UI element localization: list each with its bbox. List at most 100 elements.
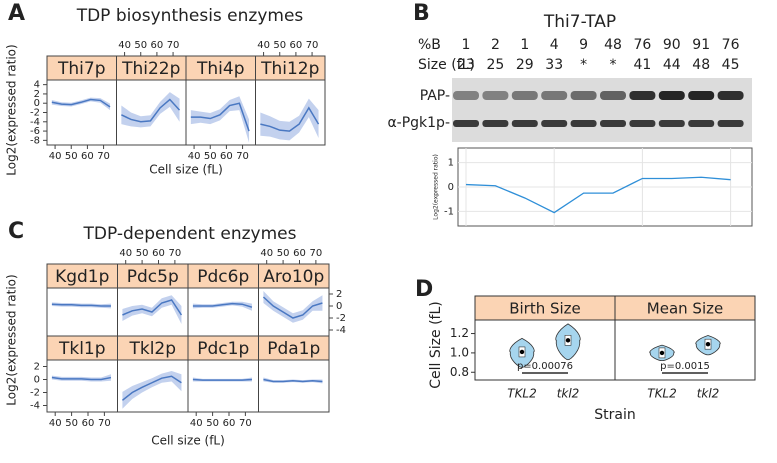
percent-b: 4 xyxy=(550,37,559,53)
x-tick-label: 60 xyxy=(82,418,95,429)
facet-strip xyxy=(185,55,256,81)
x-tick-label: tkl2 xyxy=(557,387,580,401)
pap-band xyxy=(717,91,744,100)
panel-label: B xyxy=(413,1,430,26)
trend-line xyxy=(260,106,320,132)
pgk1-band xyxy=(717,120,744,127)
confidence-band xyxy=(263,291,323,323)
pap-band xyxy=(570,91,597,100)
facet-panel xyxy=(187,287,259,337)
x-tick-label: 60 xyxy=(151,40,164,51)
pap-band xyxy=(511,91,538,100)
facet-panel xyxy=(255,79,326,146)
x-tick-label: 40 xyxy=(49,151,62,162)
x-tick-label: 70 xyxy=(97,151,110,162)
pgk1-band xyxy=(600,120,626,127)
cell-size: 48 xyxy=(692,57,710,73)
band-label: PAP- xyxy=(420,88,450,104)
y-tick-label: 1 xyxy=(448,158,454,169)
pgk1-band xyxy=(541,120,568,127)
facet-panel xyxy=(258,359,330,413)
facet-name: Pdc5p xyxy=(127,267,179,287)
percent-b: 48 xyxy=(604,37,622,53)
x-tick-label: 50 xyxy=(204,151,217,162)
x-tick-label: 50 xyxy=(277,248,290,259)
facet-name: Pda1p xyxy=(267,339,320,359)
band-label: α-Pgk1p- xyxy=(387,115,450,131)
pap-band xyxy=(482,91,509,100)
x-tick-label: TKL2 xyxy=(507,387,537,401)
pgk1-band xyxy=(570,120,597,127)
x-tick-label: 70 xyxy=(98,418,111,429)
panel-label: A xyxy=(8,1,25,26)
facet-panel xyxy=(258,287,330,337)
pap-band xyxy=(453,91,479,100)
x-tick-label: tkl2 xyxy=(697,387,720,401)
x-tick-label: 60 xyxy=(220,151,233,162)
x-tick-label: 50 xyxy=(273,40,286,51)
facet-strip xyxy=(187,263,259,289)
y-tick-label: 0 xyxy=(336,301,342,312)
y-tick-label: 2 xyxy=(336,289,342,300)
facet-panel xyxy=(187,359,259,413)
trend-line xyxy=(122,299,183,316)
facet-strip xyxy=(46,335,118,361)
ratio-line xyxy=(465,176,731,214)
p-value: p=0.0015 xyxy=(660,361,710,372)
x-axis-label: Strain xyxy=(594,407,635,423)
pap-band xyxy=(629,91,656,100)
facet-name: Aro10p xyxy=(263,267,324,287)
pap-band xyxy=(688,91,715,100)
cell-size: * xyxy=(610,57,617,73)
median xyxy=(565,338,571,343)
y-tick-label: 0 xyxy=(448,182,454,193)
y-axis-label: Log2(expressed ratio) xyxy=(433,154,440,220)
pap-band xyxy=(600,91,626,100)
facet-name: Tkl1p xyxy=(58,339,106,359)
confidence-band xyxy=(190,96,250,143)
x-tick-label: 40 xyxy=(118,40,131,51)
x-tick-label: 70 xyxy=(310,248,323,259)
percent-b: 1 xyxy=(520,37,529,53)
cell-size: 45 xyxy=(722,57,740,73)
x-tick-label: 40 xyxy=(190,418,203,429)
confidence-band xyxy=(51,374,111,382)
percent-b: 91 xyxy=(692,37,710,53)
confidence-band xyxy=(51,97,111,111)
x-axis-label: Cell size (fL) xyxy=(149,163,223,177)
x-tick-label: 40 xyxy=(119,248,132,259)
x-tick-label: 70 xyxy=(169,248,182,259)
trend-line xyxy=(51,303,111,307)
confidence-band xyxy=(260,98,319,141)
trend-line xyxy=(121,375,182,401)
cell-size: 33 xyxy=(545,57,563,73)
pgk1-band xyxy=(658,120,685,127)
facet-strip xyxy=(46,55,117,81)
confidence-band xyxy=(122,371,182,409)
y-tick-label: 2 xyxy=(34,362,40,373)
y-tick-label: -8 xyxy=(30,135,40,146)
trend-line xyxy=(51,98,111,108)
x-tick-label: 70 xyxy=(236,151,249,162)
facet-name: Kgd1p xyxy=(55,267,109,287)
x-tick-label: 40 xyxy=(257,40,270,51)
facet-name: Birth Size xyxy=(509,300,581,318)
percent-b: 76 xyxy=(633,37,651,53)
row-label: %B xyxy=(418,37,441,53)
x-tick-label: 70 xyxy=(167,40,180,51)
percent-b: 1 xyxy=(462,37,471,53)
y-tick-label: -2 xyxy=(336,313,346,324)
facet-panel xyxy=(46,287,118,337)
facet-strip xyxy=(46,263,118,289)
trend-line xyxy=(262,296,323,319)
chart-title: TDP biosynthesis enzymes xyxy=(76,6,304,26)
facet-name: Thi4p xyxy=(196,59,245,79)
facet-strip xyxy=(117,263,189,289)
pgk1-band xyxy=(688,120,715,127)
y-tick-label: -4 xyxy=(30,401,40,412)
y-tick-label: 1.0 xyxy=(450,345,469,359)
y-tick-label: -4 xyxy=(30,117,40,128)
facet-name: Pdc1p xyxy=(197,339,249,359)
percent-b: 76 xyxy=(722,37,740,53)
